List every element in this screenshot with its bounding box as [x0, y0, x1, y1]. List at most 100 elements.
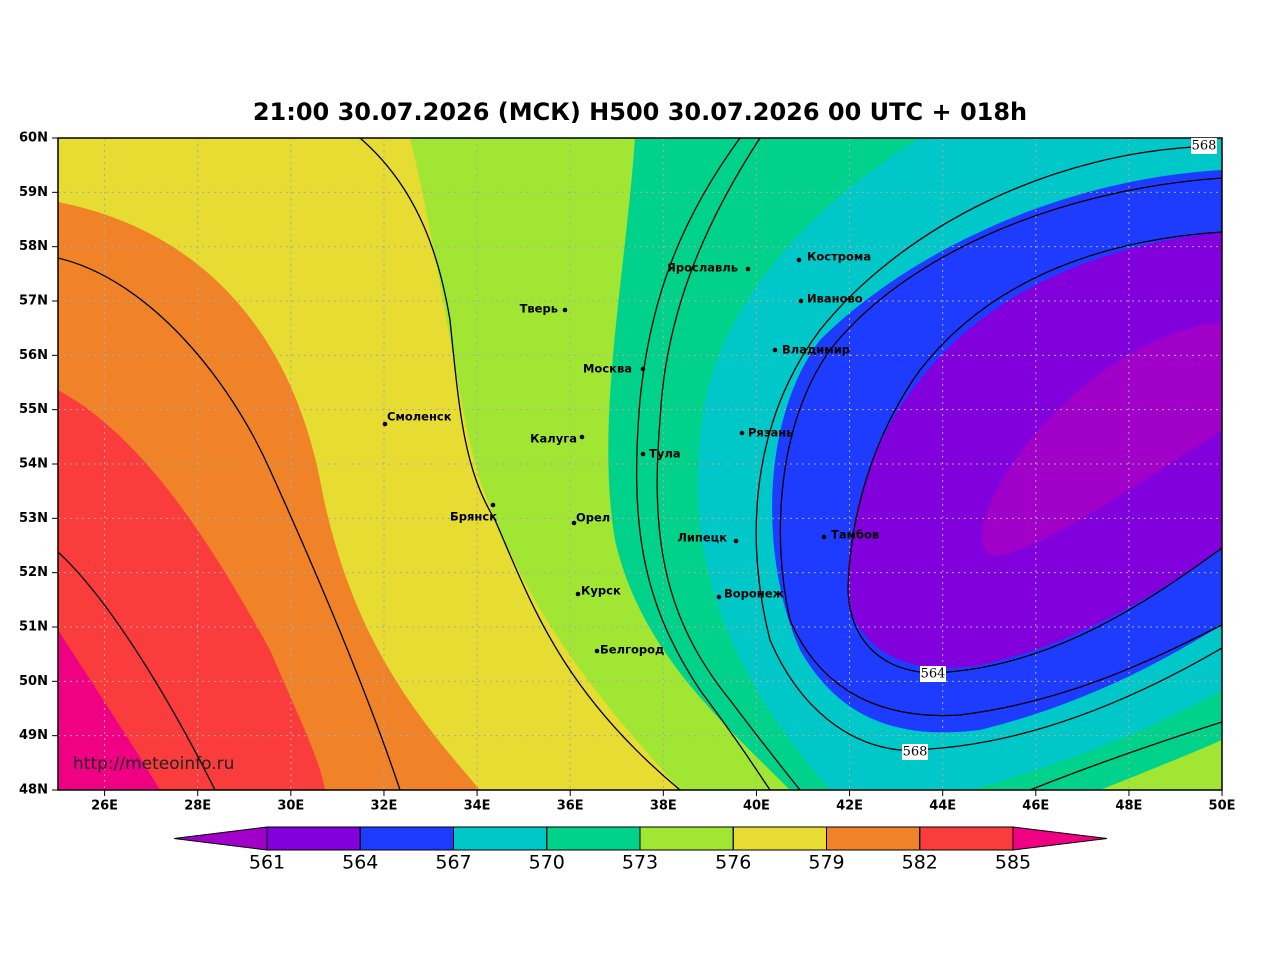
city-dot — [745, 266, 751, 272]
lat-label: 59N — [19, 185, 48, 200]
colorbar-segment — [826, 826, 921, 851]
lat-label: 52N — [19, 565, 48, 580]
colorbar-segment — [639, 826, 734, 851]
city-label: Брянск — [450, 510, 497, 524]
city-label: Тула — [649, 447, 681, 461]
lat-label: 50N — [19, 674, 48, 689]
lat-label: 48N — [19, 783, 48, 798]
colorbar-segment — [732, 826, 827, 851]
lon-label: 36E — [557, 799, 584, 814]
lon-label: 34E — [464, 799, 491, 814]
city-dot — [821, 534, 827, 540]
lat-label: 55N — [19, 402, 48, 417]
city-label: Тверь — [520, 302, 558, 316]
city-label: Тамбов — [831, 528, 879, 542]
city-label: Белгород — [600, 643, 664, 657]
city-label: Липецк — [677, 531, 727, 545]
contour — [779, 177, 1222, 717]
band — [58, 390, 325, 790]
colorbar-segment — [919, 826, 1014, 851]
city-label: Орел — [576, 511, 610, 525]
lat-label: 57N — [19, 294, 48, 309]
lon-label: 38E — [650, 799, 677, 814]
contour — [58, 551, 216, 790]
contour-label-bg — [902, 744, 928, 760]
lon-label: 48E — [1115, 799, 1142, 814]
city-label: Курск — [581, 584, 621, 598]
colorbar-segment — [266, 826, 361, 851]
city-label: Иваново — [807, 292, 863, 306]
city-dot — [575, 591, 581, 597]
title: 21:00 30.07.2026 (МСК) H500 30.07.2026 0… — [253, 98, 1027, 126]
city-dot — [772, 347, 778, 353]
lon-label: 26E — [91, 799, 118, 814]
city-dot — [579, 434, 585, 440]
colorbar-segment — [453, 826, 548, 851]
lon-label: 44E — [929, 799, 956, 814]
city-dot — [798, 298, 804, 304]
city-dot — [796, 257, 802, 263]
city-label: Ярославль — [667, 261, 738, 275]
colorbar-label: 567 — [435, 852, 471, 874]
colorbar-label: 561 — [249, 852, 285, 874]
lat-label: 56N — [19, 348, 48, 363]
contour — [755, 145, 1222, 751]
contour-label-bg — [920, 666, 946, 682]
lat-label: 53N — [19, 511, 48, 526]
city-label: Воронеж — [724, 587, 785, 601]
city-dot — [594, 648, 600, 654]
city-label: Смоленск — [387, 410, 452, 424]
city-label: Калуга — [530, 432, 577, 446]
city-label: Владимир — [782, 343, 850, 357]
colorbar-label: 570 — [529, 852, 565, 874]
colorbar-label: 582 — [902, 852, 938, 874]
colorbar-arrow — [173, 826, 268, 851]
city-dot — [571, 520, 577, 526]
city-label: Рязань — [748, 426, 793, 440]
lat-label: 54N — [19, 457, 48, 472]
lon-label: 46E — [1022, 799, 1049, 814]
contour-label: 564 — [921, 667, 946, 682]
contour-label: 568 — [1192, 139, 1217, 154]
lon-label: 28E — [184, 799, 211, 814]
lon-label: 42E — [836, 799, 863, 814]
lat-label: 51N — [19, 620, 48, 635]
lat-label: 60N — [19, 131, 48, 146]
contour — [656, 138, 801, 790]
colorbar-label: 585 — [995, 852, 1031, 874]
band — [58, 630, 160, 790]
city-dot — [490, 502, 496, 508]
lon-label: 32E — [370, 799, 397, 814]
band — [982, 322, 1222, 556]
watermark: http://meteoinfo.ru — [73, 754, 234, 774]
colorbar-label: 579 — [808, 852, 844, 874]
city-label: Кострома — [807, 250, 871, 264]
colorbar-segment — [359, 826, 454, 851]
map — [58, 138, 1222, 790]
lat-label: 49N — [19, 728, 48, 743]
city-dot — [382, 421, 388, 427]
city-dot — [716, 594, 722, 600]
lon-label: 40E — [743, 799, 770, 814]
colorbar-label: 573 — [622, 852, 658, 874]
grid — [58, 138, 1222, 790]
city-dot — [640, 451, 646, 457]
city-dot — [640, 366, 646, 372]
city-dot — [562, 307, 568, 313]
lon-label: 30E — [277, 799, 304, 814]
contour — [635, 138, 771, 790]
lon-label: 50E — [1209, 799, 1236, 814]
contour-label-bg — [1191, 138, 1217, 154]
colorbar-label: 576 — [715, 852, 751, 874]
city-dot — [733, 538, 739, 544]
colorbar-segment — [546, 826, 641, 851]
contour — [847, 231, 1222, 674]
colorbar-arrow — [1012, 826, 1108, 851]
city-dot — [739, 430, 745, 436]
city-label: Москва — [583, 362, 632, 376]
contour-label: 568 — [903, 745, 928, 760]
lat-label: 58N — [19, 239, 48, 254]
contour — [1029, 721, 1222, 790]
contour — [359, 138, 681, 790]
